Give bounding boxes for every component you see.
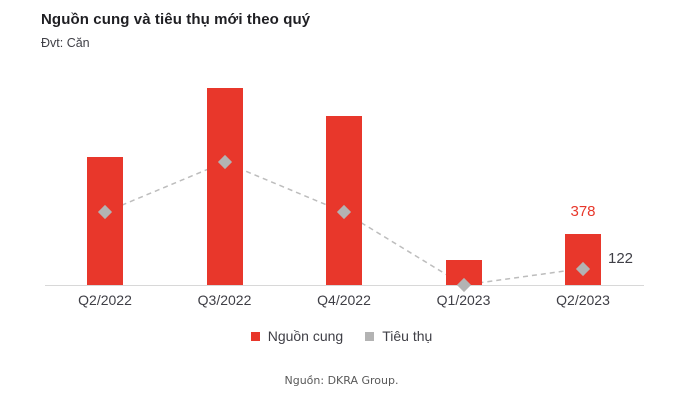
legend-item-supply: Nguồn cung <box>250 328 344 344</box>
legend: Nguồn cung Tiêu thụ <box>0 328 683 344</box>
supply-bar-q2-2023 <box>565 234 601 285</box>
supply-swatch-icon <box>250 331 260 341</box>
x-axis-label-q4-2022: Q4/2022 <box>317 292 371 308</box>
legend-label-supply: Nguồn cung <box>267 328 344 344</box>
plot-area: Q2/2022 Q3/2022 Q4/2022 Q1/2023 Q2/2023 378 … <box>45 80 644 308</box>
data-label-consumption-q2-2023: 122 <box>608 250 634 267</box>
x-axis-label-q3-2022: Q3/2022 <box>197 292 252 308</box>
consumption-swatch-icon <box>365 331 375 341</box>
legend-label-consumption: Tiêu thụ <box>382 328 433 344</box>
x-axis-label-q1-2023: Q1/2023 <box>436 292 491 308</box>
supply-bar-q3-2022 <box>206 88 243 285</box>
source-caption: Nguồn: DKRA Group. <box>284 374 399 387</box>
x-axis-label-q2-2022: Q2/2022 <box>78 292 132 308</box>
supply-bar-q4-2022 <box>326 116 362 285</box>
legend-item-consumption: Tiêu thụ <box>365 328 432 344</box>
supply-bar-q2-2022 <box>87 156 123 285</box>
chart-title: Nguồn cung và tiêu thụ mới theo quý <box>41 11 311 28</box>
unit-label: Đvt: Căn <box>41 36 90 50</box>
x-axis-label-q2-2023: Q2/2023 <box>556 292 610 308</box>
data-label-supply-q2-2023: 378 <box>570 203 596 220</box>
